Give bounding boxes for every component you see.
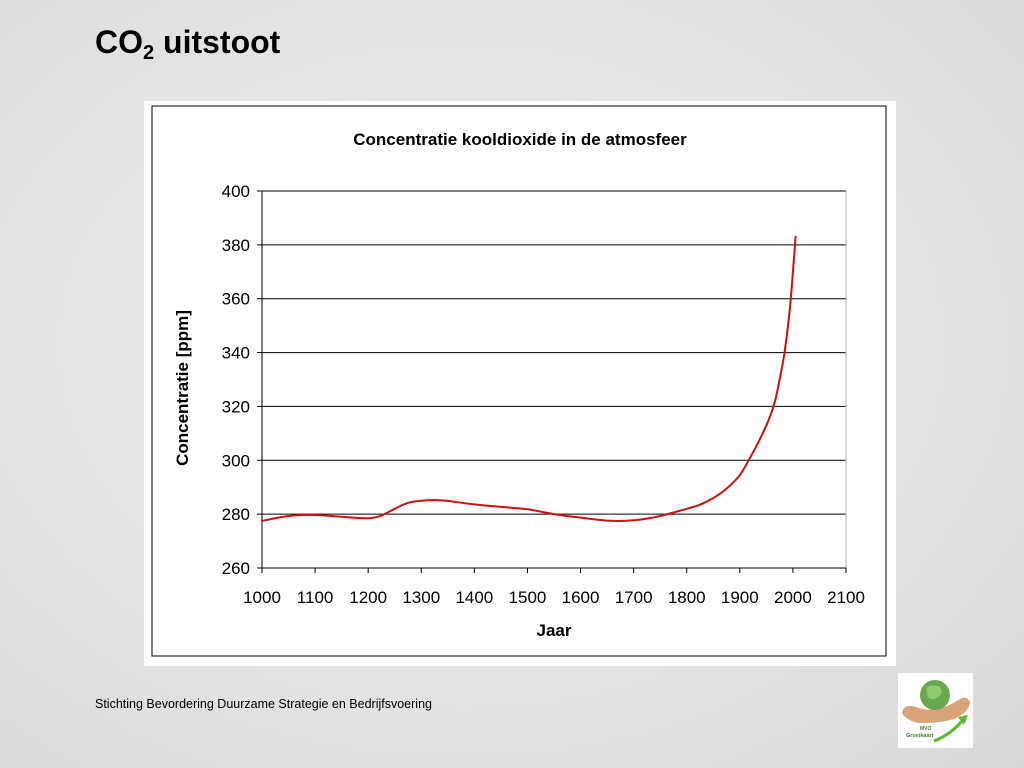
x-tick-label-1400: 1400	[455, 588, 493, 607]
logo-text-bottom: Groeikaart	[906, 733, 934, 739]
axes	[257, 190, 847, 573]
y-tick-label-360: 360	[222, 290, 250, 309]
footer-text: Stichting Bevordering Duurzame Strategie…	[95, 697, 432, 711]
logo-text-top: MVO	[920, 726, 932, 732]
x-tick-label-1700: 1700	[615, 588, 653, 607]
x-tick-label-1000: 1000	[243, 588, 281, 607]
chart-frame: Concentratie kooldioxide in de atmosfeer…	[144, 101, 896, 666]
y-tick-label-380: 380	[222, 236, 250, 255]
x-tick-label-2000: 2000	[774, 588, 812, 607]
x-tick-label-1200: 1200	[349, 588, 387, 607]
y-tick-label-320: 320	[222, 397, 250, 416]
y-tick-label-340: 340	[222, 344, 250, 363]
hands-shape	[902, 697, 970, 723]
chart-border	[151, 105, 887, 657]
y-tick-label-280: 280	[222, 505, 250, 524]
series	[261, 235, 797, 522]
x-tick-label-1800: 1800	[668, 588, 706, 607]
x-tick-label-1900: 1900	[721, 588, 759, 607]
x-tick-label-1600: 1600	[562, 588, 600, 607]
x-tick-label-1100: 1100	[297, 588, 334, 607]
x-tick-label-2100: 2100	[827, 588, 865, 607]
x-tick-label-1500: 1500	[509, 588, 547, 607]
y-tick-label-400: 400	[222, 182, 250, 201]
x-tick-label-1300: 1300	[402, 588, 440, 607]
x-axis-label: Jaar	[537, 621, 572, 640]
arrow-shape	[933, 720, 964, 743]
y-tick-label-300: 300	[222, 451, 250, 470]
co2-line-chart: Concentratie kooldioxide in de atmosfeer…	[151, 105, 887, 657]
series-line-0	[261, 235, 797, 522]
y-tick-label-260: 260	[222, 559, 250, 578]
chart-title: Concentratie kooldioxide in de atmosfeer	[353, 130, 687, 149]
organization-logo: MVO Groeikaart	[898, 673, 973, 748]
tick-labels: 260 280 300 320 340 360 380 400 1000 1100 1200 1300…	[222, 182, 865, 607]
slide-title: CO2 uitstoot	[95, 24, 281, 64]
y-axis-label: Concentratie [ppm]	[173, 310, 192, 466]
